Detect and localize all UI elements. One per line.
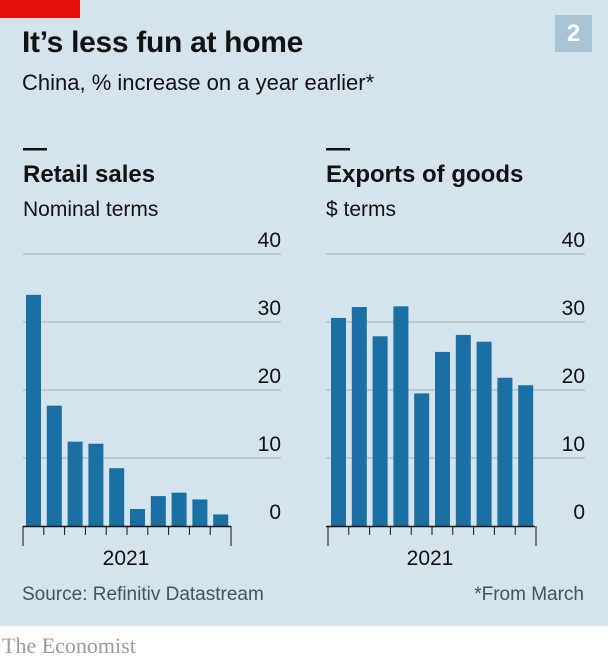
chart-2-heading-rule (326, 148, 350, 151)
chart-1-y-tick-label: 0 (269, 501, 281, 524)
chart-2-y-tick-label: 30 (562, 297, 585, 320)
chart-1-bar (26, 294, 41, 526)
chart-2-y-tick-label: 10 (562, 433, 585, 456)
chart-2-title: Exports of goods (326, 161, 523, 188)
publisher-brand: The Economist (2, 633, 136, 658)
source-note: Source: Refinitiv Datastream (22, 584, 264, 605)
chart-subtitle: China, % increase on a year earlier* (22, 70, 375, 95)
chart-2-subtitle: $ terms (326, 198, 396, 221)
chart-2-bar (414, 393, 430, 526)
chart-2-bar (455, 334, 471, 526)
chart-2-bar (393, 306, 409, 526)
chart-1-bar (213, 514, 229, 526)
chart-2-bar (435, 351, 450, 526)
chart-1-bar (192, 499, 208, 526)
chart-1-bar (150, 496, 166, 526)
chart-1-bar (109, 468, 125, 526)
chart-1-bar (46, 405, 62, 526)
chart-2-bar (351, 307, 367, 526)
chart-1-y-tick-label: 30 (258, 297, 281, 320)
chart-2-y-tick-label: 20 (562, 365, 585, 388)
chart-2-bar (497, 377, 513, 526)
brand-red-tag (0, 0, 80, 18)
footnote: *From March (474, 584, 584, 605)
chart-number-badge: 2 (555, 15, 592, 52)
chart-2-bar (518, 385, 534, 526)
chart-title: It’s less fun at home (22, 26, 303, 59)
chart-1-y-tick-label: 10 (258, 433, 281, 456)
chart-2-bar (372, 336, 388, 526)
chart-1-bar (67, 441, 83, 526)
chart-2-y-tick-label: 0 (573, 501, 585, 524)
chart-1-heading-rule (23, 148, 47, 151)
chart-2-bar (331, 317, 346, 526)
chart-1-x-tick-label: 2021 (103, 547, 150, 570)
chart-2-x-tick-label: 2021 (407, 547, 454, 570)
chart-2-bar (476, 341, 492, 526)
chart-1-bar (88, 443, 104, 526)
chart-1-title: Retail sales (23, 161, 155, 188)
chart-1-subtitle: Nominal terms (23, 198, 158, 221)
chart-1-y-tick-label: 40 (258, 229, 281, 252)
chart-1-bar (171, 492, 187, 526)
chart-1-y-tick-label: 20 (258, 365, 281, 388)
charts-svg: Retail sales Nominal terms 0 10 20 30 40 2021 Ex… (22, 148, 585, 570)
chart-1-bar (130, 509, 145, 526)
chart-2-y-tick-label: 40 (562, 229, 585, 252)
